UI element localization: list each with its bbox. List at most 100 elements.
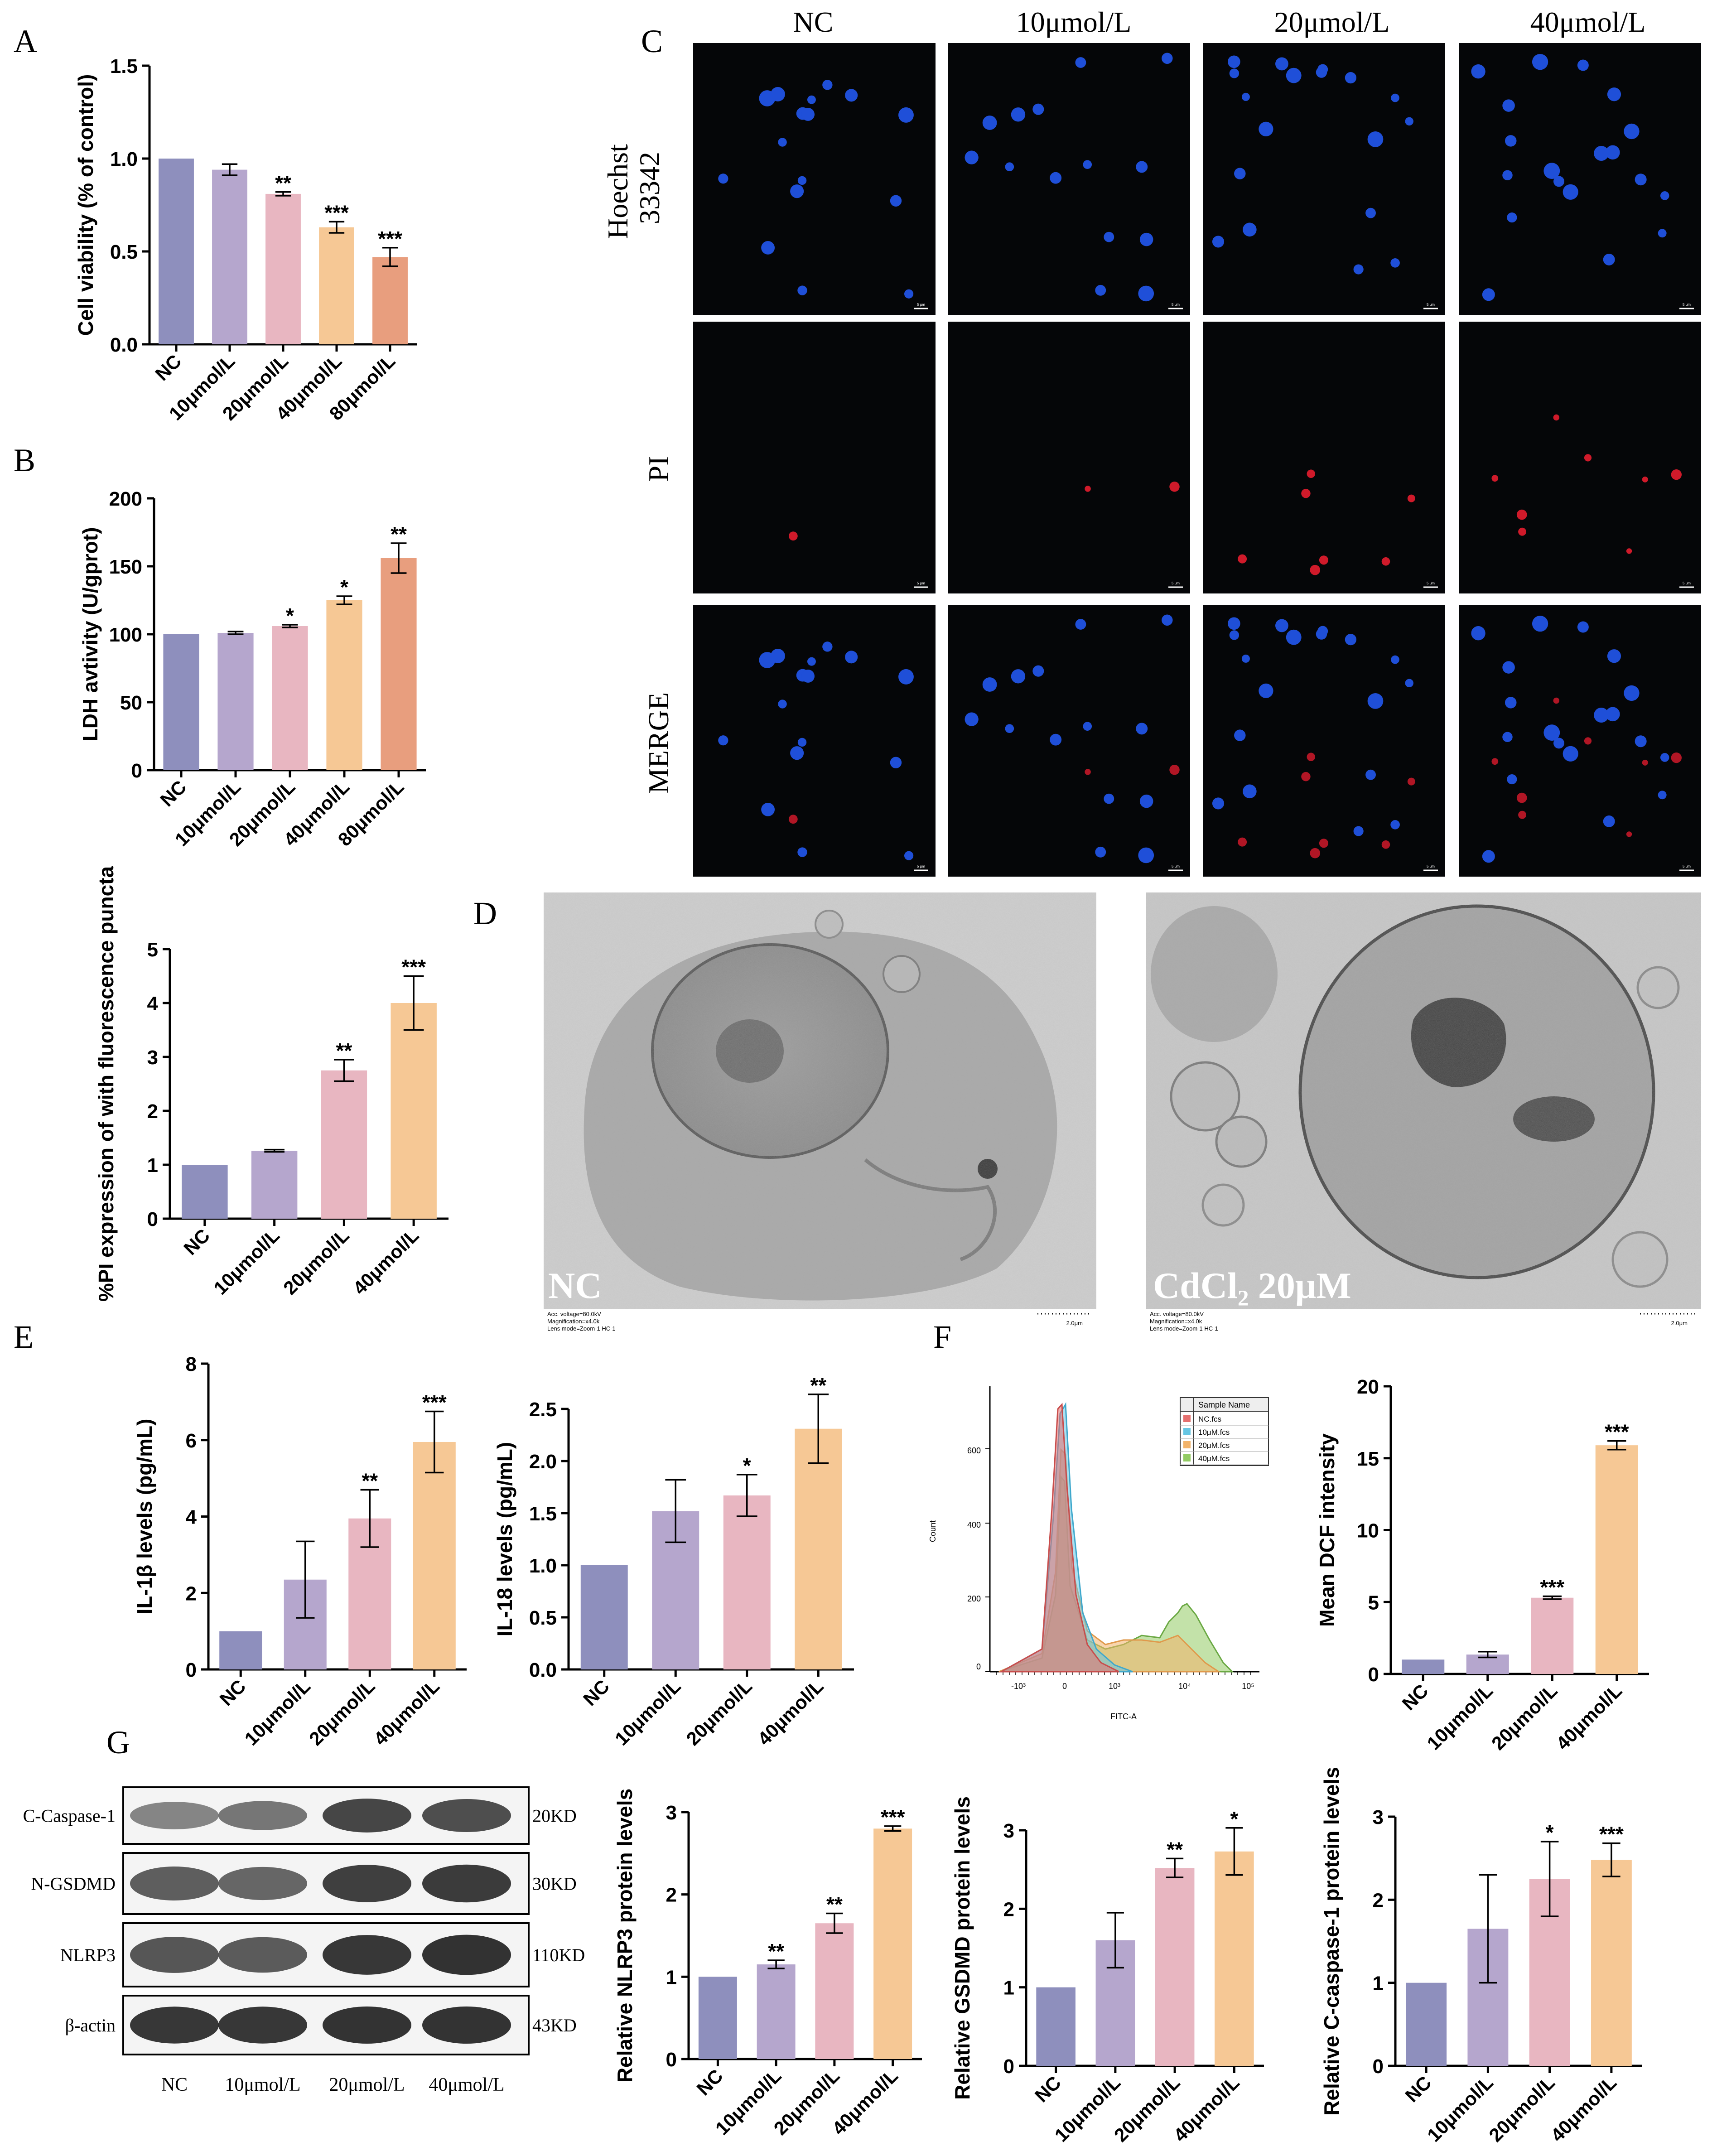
wb-lane-label-40: 40μmol/L	[429, 2074, 504, 2095]
hoechst-nucleus	[1405, 117, 1413, 126]
hoechst-nucleus	[1345, 72, 1357, 84]
hoechst-nucleus	[1563, 746, 1578, 762]
y-tick-label: 3	[1003, 1820, 1014, 1842]
pi-nucleus	[1553, 414, 1560, 421]
pi-nucleus	[1238, 554, 1247, 564]
wb-lane-label-10: 10μmol/L	[225, 2074, 300, 2095]
significance-marker: **	[275, 171, 291, 195]
hoechst-nucleus	[1316, 628, 1327, 640]
pi-nucleus	[1518, 527, 1527, 536]
bar	[795, 1428, 842, 1669]
pi-nucleus	[1516, 792, 1527, 803]
hoechst-nucleus	[1577, 59, 1589, 71]
y-axis-label: IL-1β levels (pg/mL)	[133, 1419, 156, 1615]
wb-band	[130, 2006, 219, 2044]
hoechst-nucleus	[1405, 679, 1413, 688]
hoechst-nucleus	[1005, 724, 1014, 733]
hoechst-nucleus	[904, 289, 914, 299]
hoechst-nucleus	[718, 735, 728, 746]
y-tick-label: 0.5	[110, 241, 138, 263]
flow-x-label: FITC-A	[1110, 1712, 1137, 1721]
y-tick-label: 2.0	[529, 1451, 557, 1473]
pi-nucleus	[1584, 454, 1592, 462]
fluorescence-image-grid: 5 μm 5 μm 5 μm 5 μm 5 μm 5 μm 5 μm 5 μm 5 μm 5 μm…	[693, 43, 1701, 877]
wb-band	[323, 2006, 411, 2044]
y-tick-label: 2	[186, 1582, 197, 1605]
hoechst-nucleus	[1228, 617, 1240, 630]
flow-legend-swatch	[1183, 1415, 1191, 1422]
hoechst-nucleus	[1603, 253, 1615, 265]
hoechst-nucleus	[1603, 815, 1615, 827]
y-tick-label: 15	[1357, 1448, 1379, 1470]
panel-C-fluorescence: NC 10μmol/L 20μmol/L 40μmol/L Hoechst 33…	[602, 6, 1701, 877]
hoechst-nucleus	[770, 648, 785, 663]
hoechst-nucleus	[1502, 732, 1513, 743]
tem-nc-scale-text: 2.0μm	[1066, 1320, 1083, 1326]
panel-F-flow-histogram: 0 200 400 600 -10³ 0 10³ 10⁴ 10⁵ FITC-A …	[928, 1386, 1269, 1721]
x-category-label: 10μmol/L	[611, 1675, 685, 1750]
bar	[381, 558, 417, 770]
y-tick-label: 0.5	[529, 1607, 557, 1629]
pi-nucleus	[1085, 486, 1091, 492]
pi-nucleus	[1085, 769, 1091, 775]
fluor-image-r1-c2: 5 μm	[1203, 322, 1445, 593]
hoechst-nucleus	[1367, 693, 1384, 709]
hoechst-nucleus	[1607, 87, 1621, 101]
panel-letter-A: A	[14, 23, 37, 59]
bar	[163, 634, 199, 770]
pi-nucleus	[1301, 772, 1311, 781]
hoechst-nucleus	[1507, 774, 1517, 785]
hoechst-nucleus	[1286, 629, 1302, 645]
y-tick-label: 4	[186, 1506, 197, 1529]
hoechst-nucleus	[1095, 285, 1106, 296]
pi-nucleus	[788, 531, 798, 541]
hoechst-nucleus	[1243, 784, 1257, 799]
hoechst-nucleus	[1083, 160, 1092, 169]
pi-nucleus	[1407, 494, 1415, 502]
significance-marker: *	[340, 575, 348, 599]
wb-band	[218, 1801, 307, 1830]
hoechst-nucleus	[890, 195, 902, 207]
bar	[391, 1003, 437, 1219]
hoechst-nucleus	[845, 89, 858, 102]
hoechst-nucleus	[1624, 123, 1640, 140]
bar	[1215, 1851, 1254, 2066]
tem-label-nc: NC	[548, 1265, 602, 1306]
bar	[413, 1442, 456, 1669]
wb-strip-1: N-GSDMD 30KD	[31, 1852, 577, 1915]
pi-nucleus	[1642, 759, 1648, 766]
pi-nucleus	[1319, 839, 1329, 848]
row-label-hoechst-line1: Hoechst	[602, 144, 634, 239]
tem-cd-scale-text: 2.0μm	[1671, 1320, 1688, 1326]
x-category-label: 20μmol/L	[1485, 2072, 1559, 2146]
y-tick-label: 0.0	[110, 334, 138, 356]
tem-image-cdcl2: CdCl₂ 20μM Acc. voltage=80.0kV Magnifica…	[1146, 892, 1701, 1332]
y-tick-label: 20	[1357, 1376, 1379, 1398]
hoechst-nucleus	[1367, 131, 1384, 147]
hoechst-nucleus	[1050, 172, 1062, 184]
significance-marker: **	[826, 1892, 843, 1916]
hoechst-nucleus	[1471, 64, 1485, 79]
flow-legend-swatch	[1183, 1428, 1191, 1435]
hoechst-nucleus	[1212, 236, 1225, 248]
pi-nucleus	[1518, 810, 1527, 819]
panel-letter-G: G	[106, 1724, 130, 1760]
wb-strip-2: NLRP3 110KD	[60, 1922, 585, 1987]
pi-nucleus	[1491, 475, 1499, 482]
hoechst-nucleus	[982, 116, 997, 130]
hoechst-nucleus	[1365, 207, 1376, 218]
wb-band	[130, 1802, 219, 1829]
y-tick-label: 2	[147, 1100, 158, 1123]
col-label-40: 40μmol/L	[1530, 6, 1646, 38]
y-tick-label: 6	[186, 1430, 197, 1452]
hoechst-nucleus	[1658, 229, 1667, 238]
flow-ytick-400: 400	[967, 1520, 981, 1529]
hoechst-nucleus	[761, 241, 775, 255]
hoechst-nucleus	[1032, 103, 1044, 115]
fluor-scale-label: 5 μm	[1172, 581, 1180, 585]
significance-marker: ***	[401, 955, 426, 979]
wb-band	[130, 1937, 219, 1973]
hoechst-nucleus	[1532, 616, 1548, 632]
